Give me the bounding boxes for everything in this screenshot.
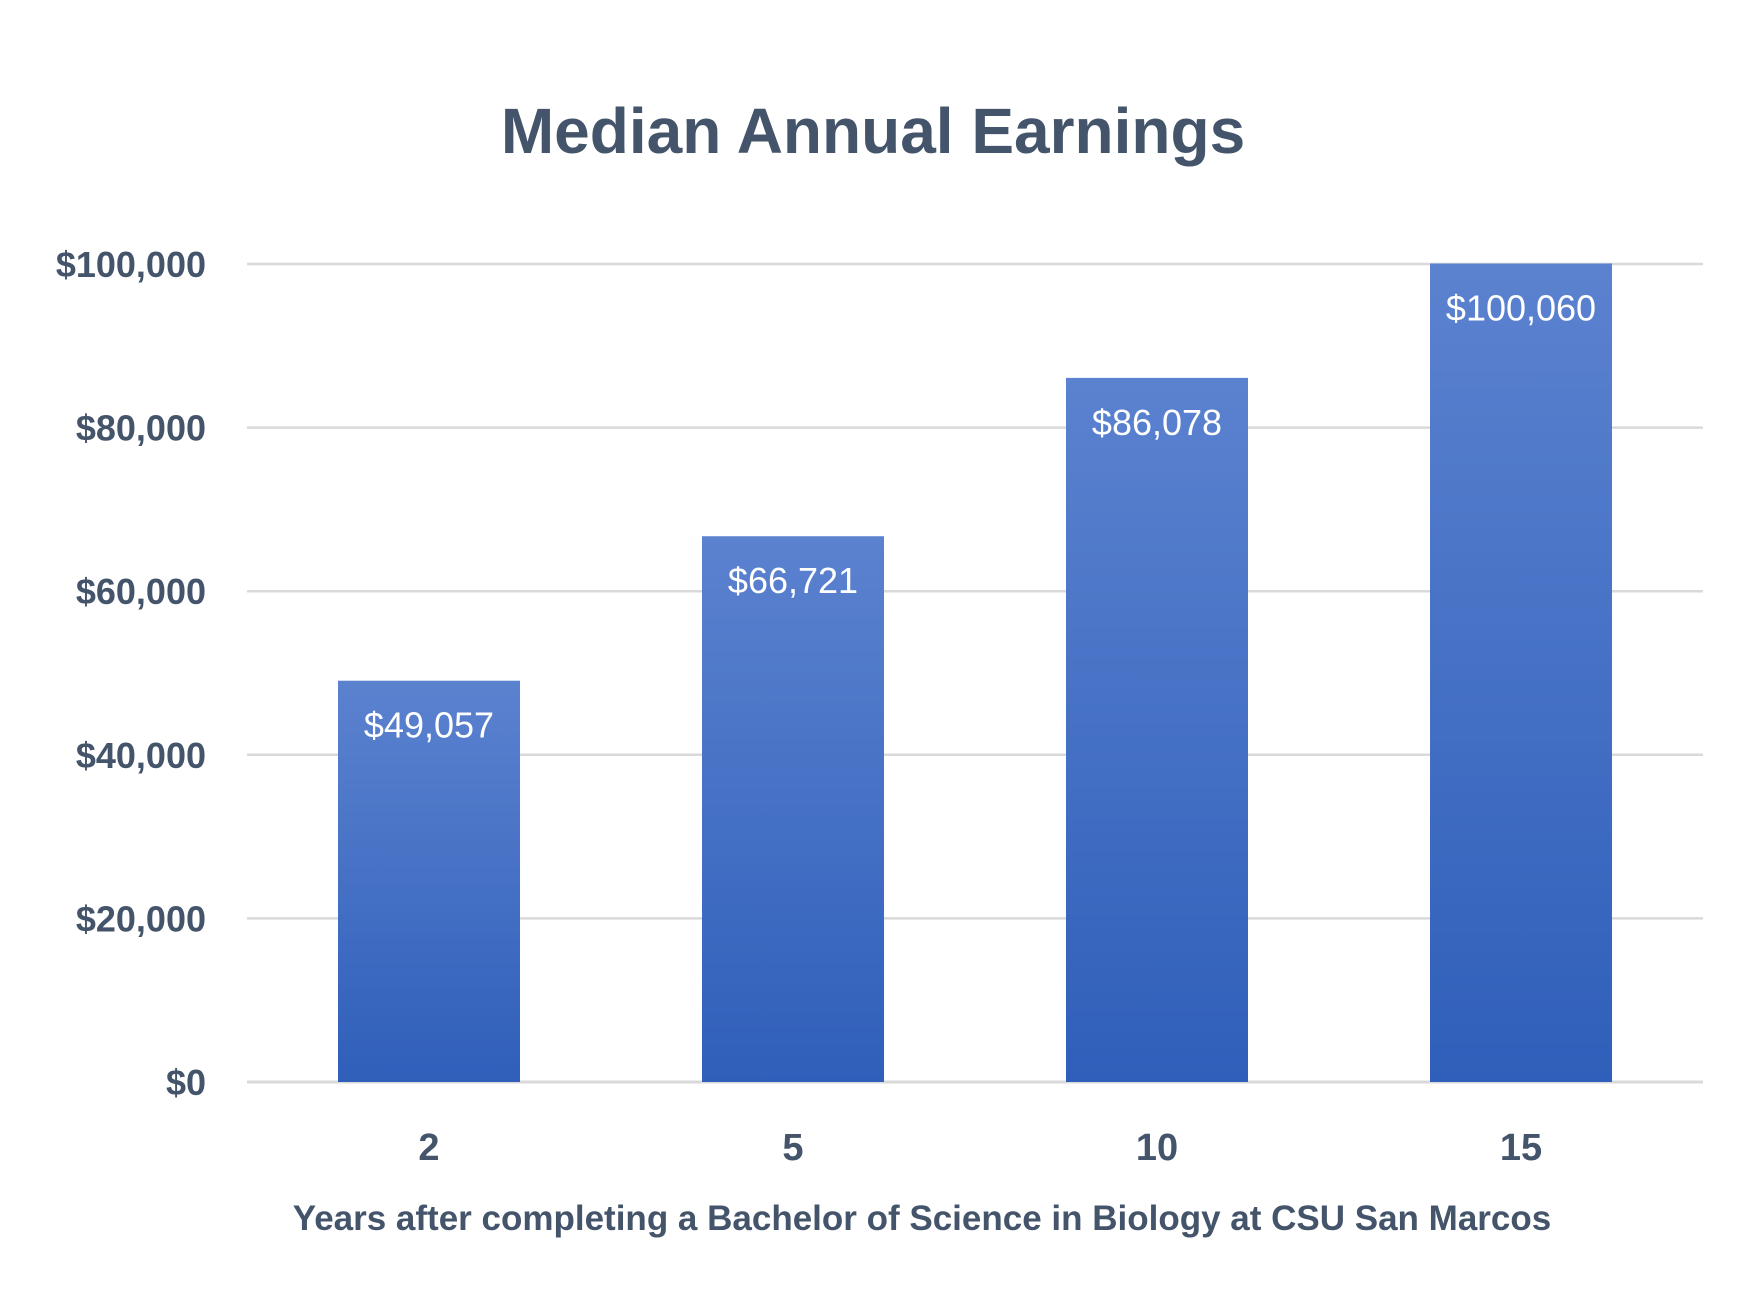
x-axis-tick-labels: 2 5 10 15 — [418, 1127, 1542, 1169]
x-axis-label: Years after completing a Bachelor of Sci… — [293, 1199, 1551, 1238]
bar-data-label: $86,078 — [1092, 402, 1222, 443]
chart-title: Median Annual Earnings — [501, 95, 1245, 167]
x-tick-label: 2 — [418, 1127, 439, 1169]
data-labels: $49,057 $66,721 $86,078 $100,060 — [364, 288, 1596, 746]
bar-data-label: $100,060 — [1446, 288, 1596, 329]
y-tick-label: $80,000 — [76, 408, 206, 449]
y-tick-label: $100,000 — [56, 244, 206, 285]
y-tick-label: $0 — [166, 1062, 206, 1103]
y-tick-label: $40,000 — [76, 735, 206, 776]
bar — [338, 680, 520, 1082]
y-tick-label: $20,000 — [76, 898, 206, 939]
bar — [1066, 377, 1248, 1082]
x-tick-label: 15 — [1500, 1127, 1542, 1169]
bars — [338, 263, 1612, 1083]
x-tick-label: 10 — [1136, 1127, 1178, 1169]
x-tick-label: 5 — [782, 1127, 803, 1169]
bar — [1430, 263, 1612, 1083]
bar-data-label: $49,057 — [364, 705, 494, 746]
bar-data-label: $66,721 — [728, 560, 858, 601]
y-axis-tick-labels: $0 $20,000 $40,000 $60,000 $80,000 $100,000 — [56, 244, 206, 1103]
y-tick-label: $60,000 — [76, 571, 206, 612]
bar — [702, 536, 884, 1082]
